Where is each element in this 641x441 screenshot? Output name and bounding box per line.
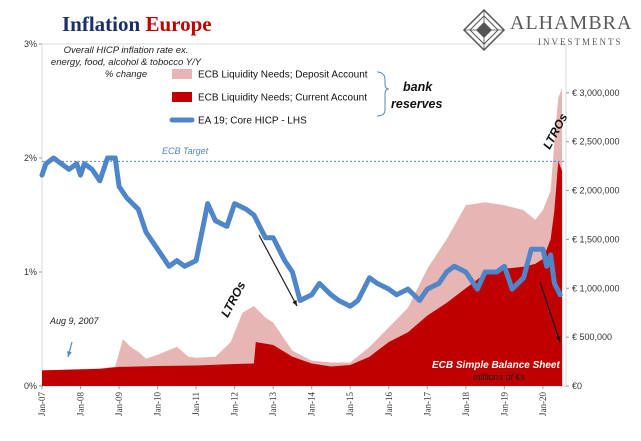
x-tick-label: Jan-13 [268,392,278,416]
annotation-millions: millions of €s [473,372,526,382]
y-right-tick-label: € 3,000,000 [572,88,620,98]
y-right-tick-label: € 1,000,000 [572,283,620,293]
y-left-tick-label: 0% [24,381,37,391]
alhambra-logo: ALHAMBRA INVESTMENTS [462,8,637,52]
x-tick-label: Jan-15 [345,392,355,416]
x-tick-label: Jan-17 [422,392,432,416]
legend-label: ECB Liquidity Needs; Current Account [198,93,367,104]
aug-2007-arrow-head [67,351,72,357]
annotation-balance-sheet: ECB Simple Balance Sheet [432,360,560,371]
hicp-down-arrow-line [258,234,298,307]
legend-swatch [172,92,192,102]
y-right-tick-label: € 1,500,000 [572,234,620,244]
annotation-reserves: reserves [391,97,443,111]
y-right-tick-label: € 2,500,000 [572,137,620,147]
y-left-tick-label: 3% [24,39,37,49]
y-right-tick-label: €0 [572,381,582,391]
title-part-1: Inflation [62,12,141,36]
hicp-down-arrow-head [292,300,297,306]
annotation-ecb-target: ECB Target [162,146,209,156]
chart-title: Inflation Europe [62,12,212,37]
y-right-tick-label: € 500,000 [572,332,612,342]
x-tick-label: Jan-11 [191,392,201,416]
x-tick-label: Jan-07 [37,392,47,416]
alhambra-logo-icon [462,8,506,52]
x-tick-label: Jan-16 [384,392,394,416]
annotation-aug-9-2007: Aug 9, 2007 [50,316,99,326]
y-left-tick-label: 1% [24,267,37,277]
x-tick-label: Jan-10 [153,392,163,416]
x-tick-label: Jan-18 [461,392,471,416]
balance-sheet-arrow-head [556,336,561,342]
logo-sub: INVESTMENTS [538,37,623,47]
x-tick-label: Jan-14 [307,392,317,416]
bank-reserves-bracket [376,71,390,117]
core-hicp-line [39,155,563,309]
x-tick-label: Jan-19 [499,392,509,416]
legend-label: EA 19; Core HICP - LHS [198,116,307,127]
title-part-2: Europe [145,12,212,36]
x-tick-label: Jan-09 [114,392,124,416]
deposit-account-area [42,88,563,386]
current-account-area [42,161,563,386]
x-tick-label: Jan-12 [230,392,240,416]
annotation-bank: bank [403,80,433,94]
chart-subtitle: Overall HICP inflation rate ex. energy, … [50,45,202,80]
balance-sheet-arrow-line [539,281,561,343]
y-left-tick-label: 2% [24,153,37,163]
x-tick-label: Jan-08 [76,392,86,416]
x-tick-label: Jan-20 [538,392,548,416]
logo-name: ALHAMBRA [510,12,633,34]
y-right-tick-label: € 2,000,000 [572,186,620,196]
legend-label: ECB Liquidity Needs; Deposit Account [198,70,368,81]
legend-swatch [172,69,192,79]
